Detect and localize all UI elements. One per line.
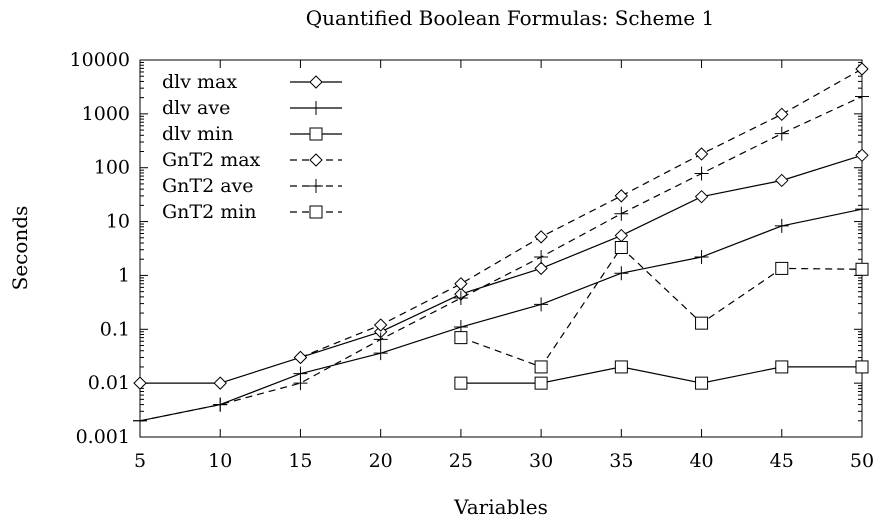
x-tick-label: 50 bbox=[850, 450, 874, 472]
data-point-plus bbox=[453, 291, 468, 306]
series-line bbox=[460, 246, 863, 368]
data-point-diamond bbox=[293, 350, 308, 365]
data-point-plus bbox=[309, 179, 323, 193]
y-tick-label: 1000 bbox=[82, 103, 130, 125]
x-tick-label: 10 bbox=[208, 450, 232, 472]
series-dlv-min bbox=[454, 360, 869, 390]
series-line bbox=[140, 154, 863, 384]
y-tick-label: 100 bbox=[94, 157, 130, 179]
data-point-diamond bbox=[855, 148, 869, 163]
data-point-diamond bbox=[614, 189, 629, 203]
data-point-square bbox=[695, 316, 709, 330]
data-point-diamond bbox=[309, 75, 323, 89]
legend-label: dlv ave bbox=[162, 97, 230, 119]
data-point-diamond bbox=[855, 62, 869, 76]
data-point-square bbox=[309, 127, 323, 141]
data-point-plus bbox=[774, 218, 789, 233]
data-point-plus bbox=[774, 126, 789, 141]
y-tick-label: 1 bbox=[118, 264, 130, 286]
data-point-plus bbox=[534, 249, 549, 264]
legend: dlv max dlv ave dlv min GnT2 max GnT2 ave GnT… bbox=[162, 71, 342, 223]
series-dlv-ave bbox=[133, 202, 869, 428]
legend-label: dlv max bbox=[162, 71, 237, 93]
x-tick-label: 30 bbox=[529, 450, 553, 472]
y-tick-label: 0.001 bbox=[76, 426, 130, 448]
y-tick-label: 10000 bbox=[70, 49, 130, 71]
data-point-plus bbox=[614, 266, 629, 281]
chart-title: Quantified Boolean Formulas: Scheme 1 bbox=[306, 6, 714, 30]
data-point-square bbox=[855, 360, 869, 374]
data-point-diamond bbox=[213, 376, 227, 390]
data-point-plus bbox=[614, 206, 629, 221]
y-tick-label: 0.1 bbox=[100, 318, 130, 340]
data-point-plus bbox=[694, 249, 709, 264]
data-point-plus bbox=[309, 101, 323, 115]
data-point-diamond bbox=[694, 189, 709, 204]
data-point-square bbox=[695, 376, 709, 390]
data-point-plus bbox=[855, 89, 869, 104]
x-tick-label: 5 bbox=[134, 450, 146, 472]
data-point-diamond bbox=[775, 173, 789, 188]
x-tick-label: 20 bbox=[369, 450, 393, 472]
data-point-diamond bbox=[373, 318, 388, 332]
plot-frame bbox=[139, 59, 863, 438]
data-point-plus bbox=[213, 397, 228, 412]
x-tick-label: 40 bbox=[689, 450, 713, 472]
data-point-plus bbox=[534, 297, 549, 312]
x-tick-label: 35 bbox=[609, 450, 633, 472]
series-gnt2-min bbox=[454, 241, 869, 374]
data-point-diamond bbox=[309, 153, 323, 167]
data-point-plus bbox=[293, 376, 308, 391]
data-point-diamond bbox=[534, 261, 548, 276]
data-point-diamond bbox=[614, 228, 629, 243]
x-tick-label: 15 bbox=[288, 450, 312, 472]
data-point-square bbox=[454, 331, 468, 345]
series-line bbox=[460, 366, 862, 384]
legend-label: GnT2 max bbox=[162, 149, 261, 171]
data-point-plus bbox=[855, 202, 869, 217]
series-gnt2-ave bbox=[133, 89, 869, 428]
data-point-square bbox=[309, 205, 323, 219]
data-point-plus bbox=[694, 166, 709, 181]
data-point-diamond bbox=[775, 107, 789, 122]
y-tick-label: 0.01 bbox=[88, 372, 130, 394]
data-point-square bbox=[454, 376, 468, 390]
data-point-square bbox=[534, 376, 548, 390]
y-axis-label: Seconds bbox=[8, 206, 32, 291]
data-point-diamond bbox=[454, 277, 468, 291]
legend-label: GnT2 ave bbox=[162, 175, 254, 197]
data-point-plus bbox=[373, 346, 388, 361]
data-point-plus bbox=[133, 413, 147, 428]
data-point-diamond bbox=[133, 376, 147, 390]
data-point-square bbox=[855, 262, 869, 276]
series-line bbox=[139, 95, 863, 422]
series-line bbox=[139, 208, 863, 422]
data-point-square bbox=[614, 360, 628, 374]
series-gnt2-max bbox=[293, 62, 869, 365]
data-point-plus bbox=[373, 332, 388, 347]
data-point-square bbox=[614, 241, 628, 255]
y-tick-label: 10 bbox=[106, 211, 130, 233]
series-layer bbox=[133, 62, 869, 428]
data-point-square bbox=[775, 360, 789, 374]
x-tick-label: 25 bbox=[449, 450, 473, 472]
data-point-diamond bbox=[694, 147, 709, 161]
legend-label: dlv min bbox=[162, 123, 233, 145]
x-axis-label: Variables bbox=[453, 495, 548, 519]
data-point-square bbox=[534, 360, 548, 374]
data-point-diamond bbox=[534, 230, 548, 244]
series-line bbox=[300, 68, 863, 358]
legend-label: GnT2 min bbox=[162, 201, 257, 223]
y-axis: 0.001 0.01 0.1 1 10 100 1000 10000 bbox=[70, 49, 862, 448]
x-tick-label: 45 bbox=[770, 450, 794, 472]
data-point-square bbox=[775, 261, 789, 275]
x-axis: 5 10 15 20 25 30 35 40 45 50 bbox=[134, 60, 874, 472]
